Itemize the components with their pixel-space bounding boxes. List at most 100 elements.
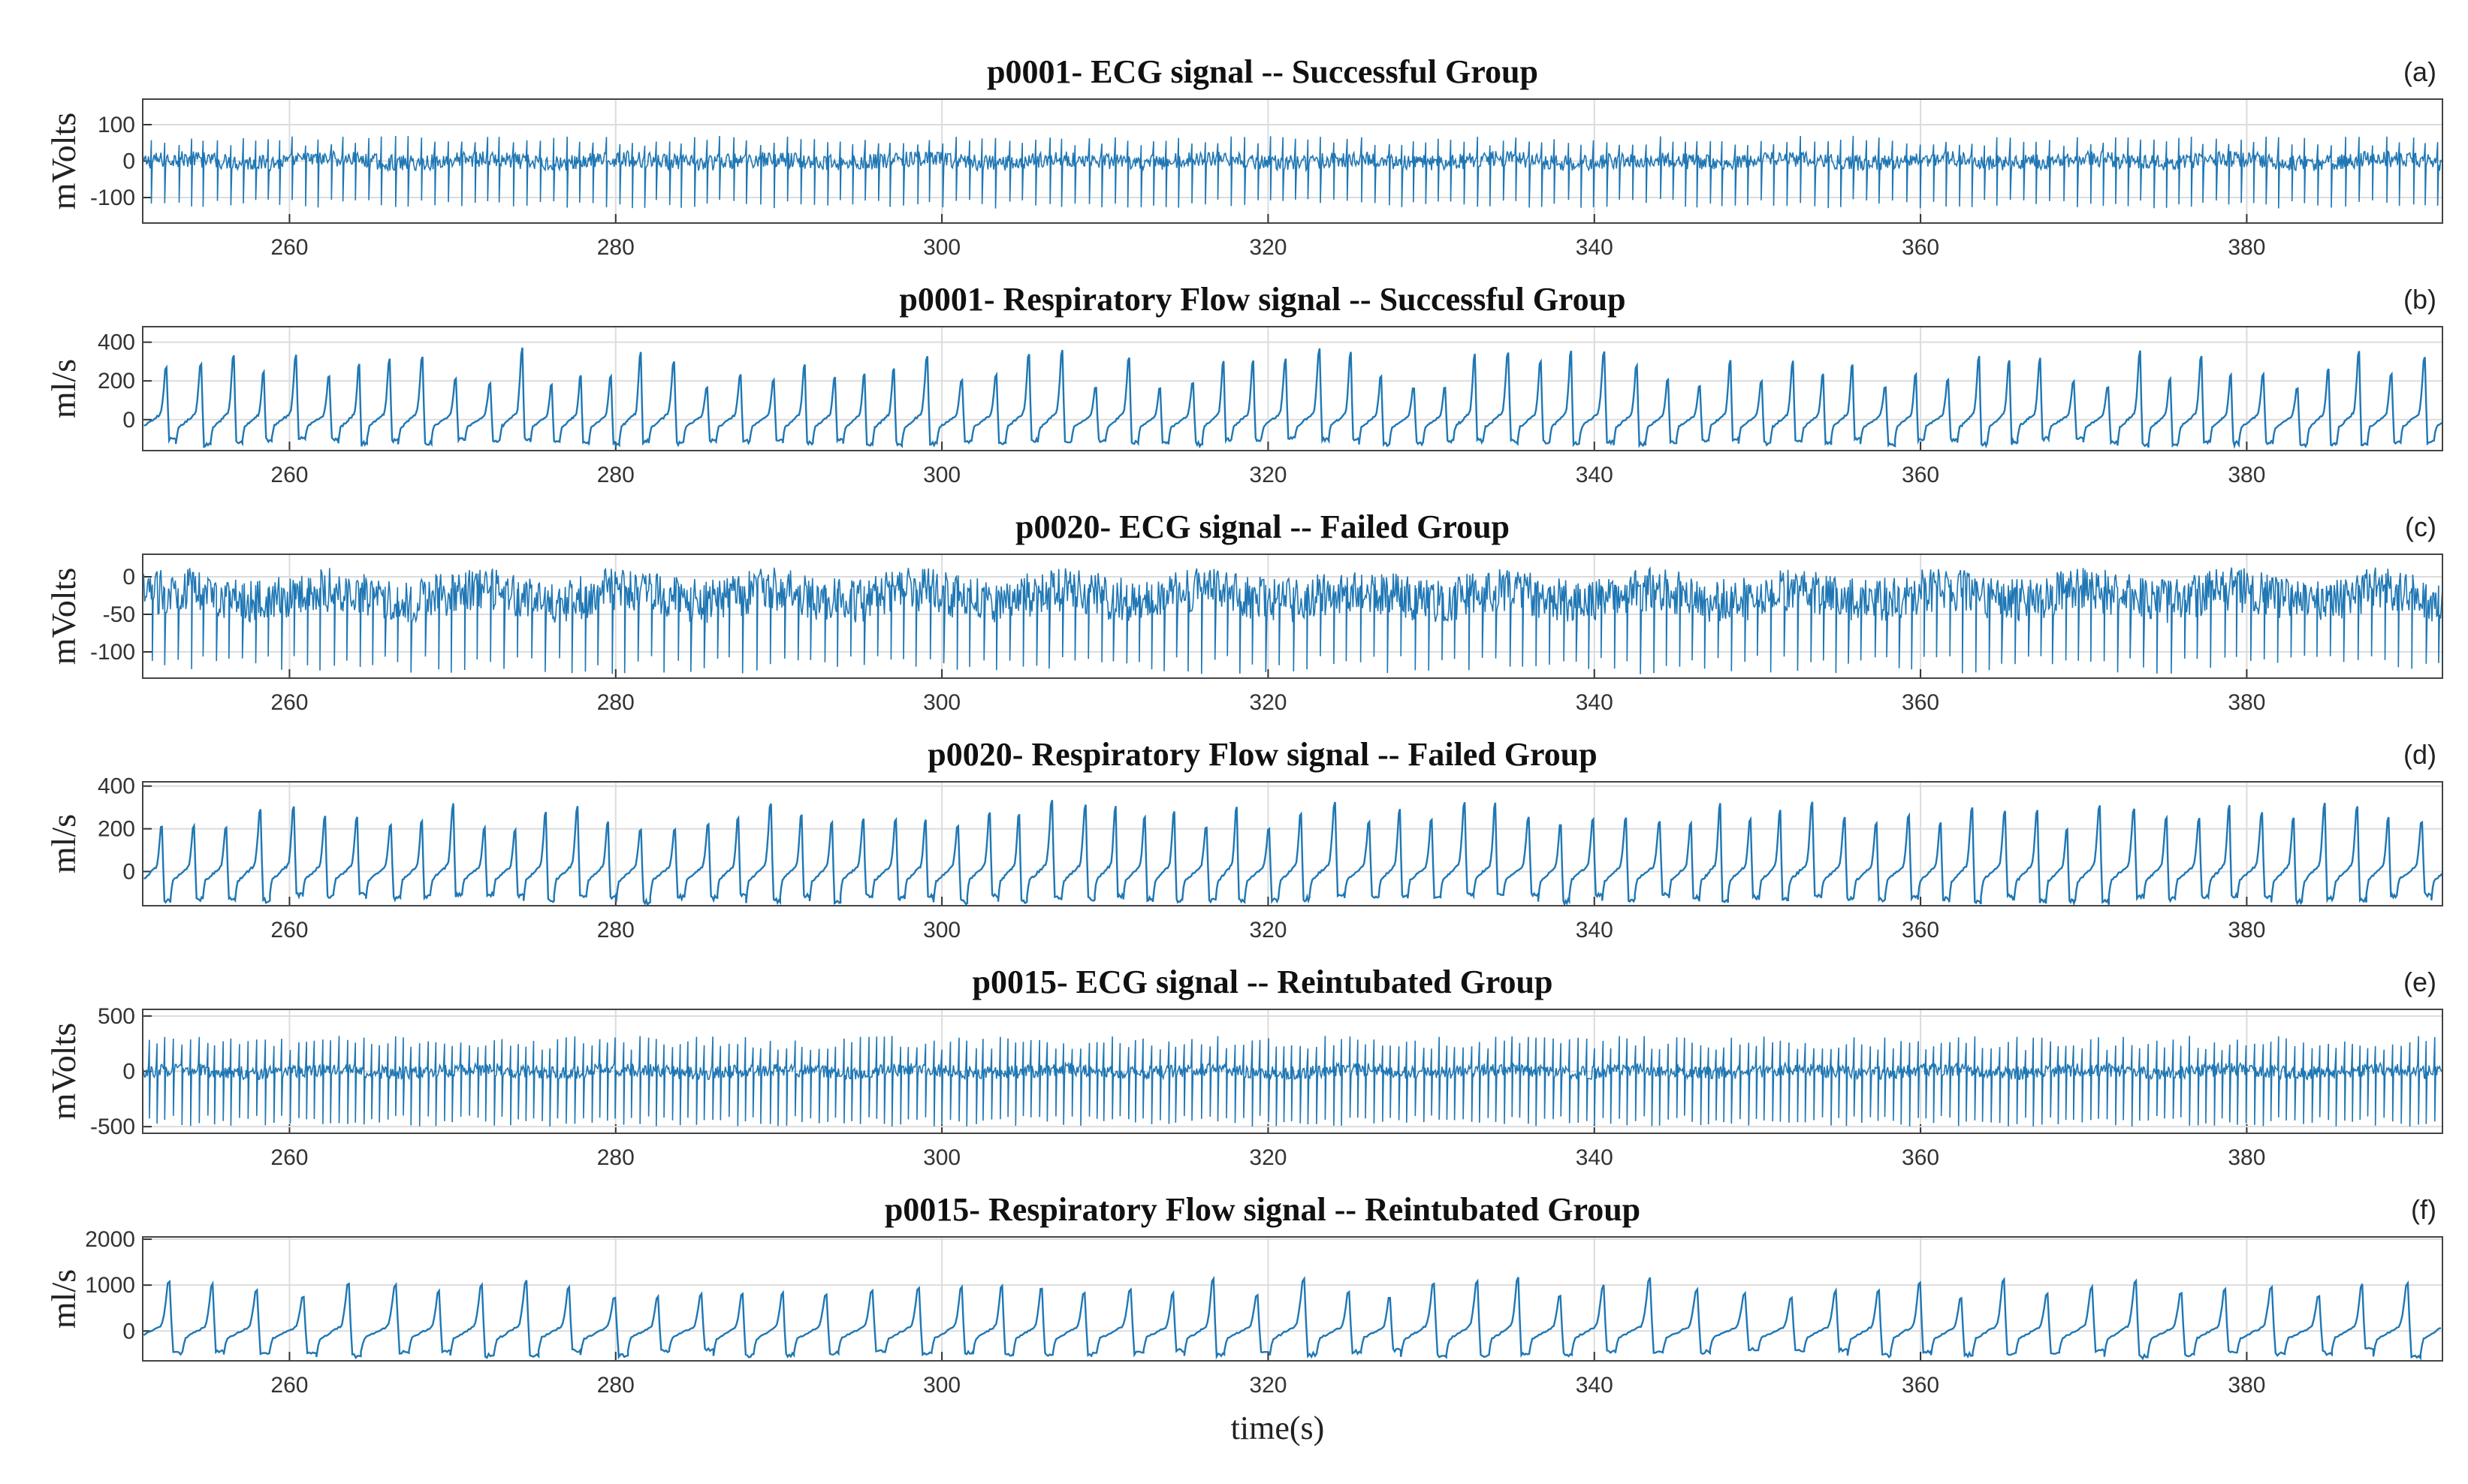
chart-panel-5: 260 280 300 320 340 360 380 500 0 -500 p0015- ECG …	[44, 964, 2443, 1170]
panel-label: (c)	[2405, 511, 2436, 542]
x-tick-label: 260	[270, 690, 308, 715]
x-tick-label: 280	[597, 1373, 635, 1398]
axes-box	[142, 98, 2443, 224]
x-tick-label: 280	[597, 1145, 635, 1170]
y-tick-label: -500	[90, 1115, 135, 1139]
axes-box	[142, 1236, 2443, 1362]
panel-label: (f)	[2411, 1194, 2436, 1225]
x-tick-label: 300	[923, 463, 961, 487]
axes-box	[142, 1009, 2443, 1134]
y-tick-label: -100	[90, 186, 135, 210]
series-line	[143, 566, 2442, 674]
y-tick-label: 0	[122, 1060, 135, 1084]
y-tick-label: -50	[103, 602, 135, 627]
chart-title: p0020- ECG signal -- Failed Group	[1015, 508, 1510, 545]
y-tick-label: 100	[98, 113, 135, 137]
chart-title: p0015- ECG signal -- Reintubated Group	[973, 964, 1553, 1000]
axes-box	[142, 326, 2443, 451]
panel-label: (b)	[2403, 284, 2436, 315]
x-tick-label: 260	[270, 235, 308, 260]
series-line	[143, 1275, 2442, 1361]
chart-panel-1: 260 280 300 320 340 360 380 100 0 -100 p0001- ECG …	[44, 53, 2443, 260]
x-tick-label: 340	[1576, 1145, 1613, 1170]
x-tick-label: 280	[597, 463, 635, 487]
x-tick-label: 380	[2228, 1145, 2265, 1170]
x-tick-label: 320	[1249, 1373, 1287, 1398]
x-tick-label: 360	[1902, 1373, 1939, 1398]
chart-panel-6: 260 280 300 320 340 360 380 2000 1000 0 p0015- Res…	[44, 1191, 2443, 1446]
y-axis-label: mVolts	[44, 113, 83, 210]
chart-title: p0015- Respiratory Flow signal -- Reintu…	[885, 1191, 1640, 1228]
y-tick-label: -100	[90, 640, 135, 665]
x-tick-label: 380	[2228, 690, 2265, 715]
plot-area	[143, 1237, 2442, 1361]
x-tick-label: 360	[1902, 235, 1939, 260]
y-tick-label: 400	[98, 330, 135, 355]
x-tick-label: 260	[270, 918, 308, 943]
chart-title: p0001- ECG signal -- Successful Group	[987, 53, 1538, 90]
x-tick-label: 260	[270, 463, 308, 487]
x-tick-label: 300	[923, 690, 961, 715]
x-tick-label: 360	[1902, 918, 1939, 943]
chart-panel-4: 260 280 300 320 340 360 380 400 200 0 p0020- Respi…	[44, 736, 2443, 943]
panel-label: (d)	[2403, 739, 2436, 770]
y-axis-label: mVolts	[44, 568, 83, 665]
x-tick-label: 340	[1576, 235, 1613, 260]
x-tick-label: 280	[597, 918, 635, 943]
x-tick-label: 260	[270, 1145, 308, 1170]
x-tick-label: 360	[1902, 690, 1939, 715]
x-tick-label: 300	[923, 1373, 961, 1398]
series-line	[143, 1036, 2442, 1127]
x-tick-label: 300	[923, 1145, 961, 1170]
x-tick-label: 380	[2228, 918, 2265, 943]
panel-label: (a)	[2403, 56, 2436, 87]
x-tick-label: 380	[2228, 463, 2265, 487]
plot-area	[143, 327, 2442, 451]
y-tick-label: 200	[98, 817, 135, 842]
chart-title: p0001- Respiratory Flow signal -- Succes…	[899, 281, 1625, 318]
axes-box	[142, 553, 2443, 679]
series-line	[143, 135, 2442, 209]
y-tick-label: 200	[98, 369, 135, 394]
x-tick-label: 360	[1902, 463, 1939, 487]
x-tick-label: 340	[1576, 918, 1613, 943]
y-tick-label: 0	[122, 149, 135, 174]
chart-panel-2: 260 280 300 320 340 360 380 400 200 0 p0001- Respi…	[44, 281, 2443, 487]
y-axis-label: mVolts	[44, 1023, 83, 1121]
y-axis-label: ml/s	[44, 359, 83, 418]
y-axis-label: ml/s	[44, 1269, 83, 1329]
y-tick-label: 400	[98, 774, 135, 799]
x-tick-label: 280	[597, 690, 635, 715]
x-tick-label: 360	[1902, 1145, 1939, 1170]
x-tick-label: 300	[923, 918, 961, 943]
x-tick-label: 380	[2228, 235, 2265, 260]
y-tick-label: 2000	[85, 1227, 135, 1252]
y-tick-label: 500	[98, 1004, 135, 1029]
y-tick-label: 0	[122, 565, 135, 590]
x-tick-label: 320	[1249, 1145, 1287, 1170]
panel-label: (e)	[2403, 967, 2436, 997]
y-tick-label: 1000	[85, 1273, 135, 1298]
x-tick-label: 300	[923, 235, 961, 260]
x-tick-label: 320	[1249, 690, 1287, 715]
x-tick-label: 260	[270, 1373, 308, 1398]
series-line	[143, 800, 2442, 906]
x-tick-label: 320	[1249, 235, 1287, 260]
y-tick-label: 0	[122, 408, 135, 433]
axes-box	[142, 781, 2443, 906]
y-tick-label: 0	[122, 859, 135, 884]
series-line	[143, 347, 2442, 449]
x-tick-label: 280	[597, 235, 635, 260]
x-tick-label: 340	[1576, 1373, 1613, 1398]
chart-title: p0020- Respiratory Flow signal -- Failed…	[928, 736, 1597, 773]
x-axis-label: time(s)	[1231, 1410, 1325, 1446]
x-tick-label: 380	[2228, 1373, 2265, 1398]
x-tick-label: 320	[1249, 463, 1287, 487]
x-tick-label: 340	[1576, 463, 1613, 487]
y-tick-label: 0	[122, 1319, 135, 1344]
y-axis-label: ml/s	[44, 814, 83, 873]
x-tick-label: 320	[1249, 918, 1287, 943]
x-tick-label: 340	[1576, 690, 1613, 715]
